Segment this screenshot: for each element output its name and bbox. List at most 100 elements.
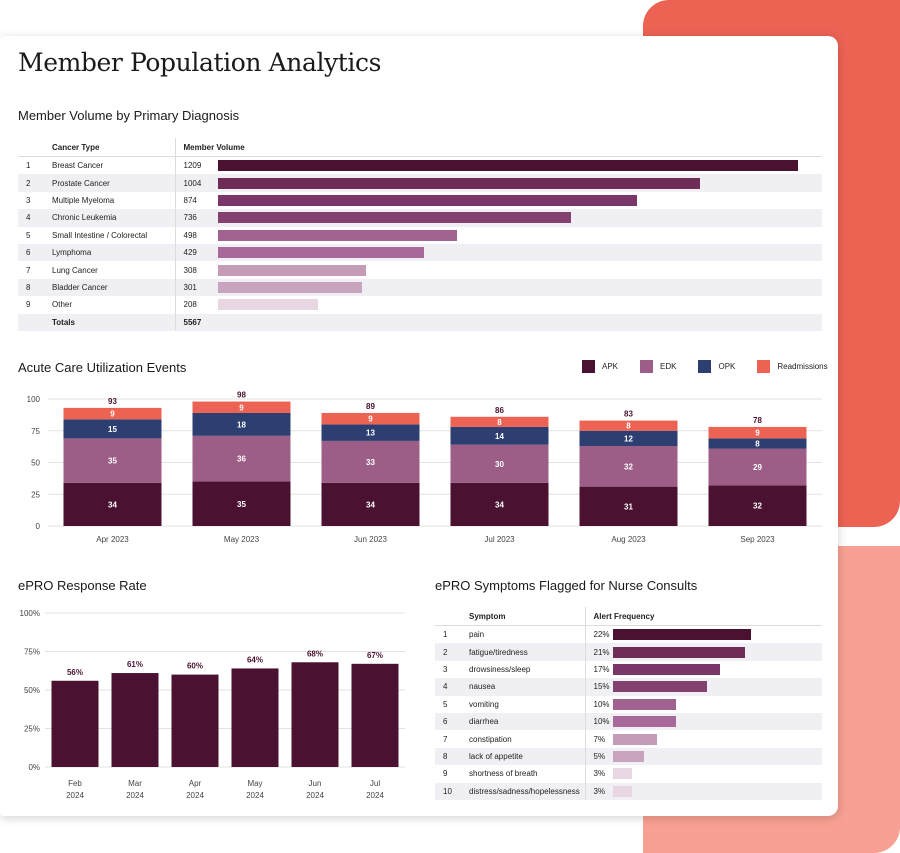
stack-segment-apk <box>708 485 807 526</box>
stack-segment-opk <box>708 438 807 449</box>
member-volume-title: Member Volume by Primary Diagnosis <box>18 108 240 123</box>
member-volume-bar-cell <box>218 157 822 175</box>
symptom-row: 5 vomiting 10% <box>435 695 822 713</box>
response-rate-bar <box>111 673 159 767</box>
segment-value-label: 32 <box>624 462 633 471</box>
x-tick-year: 2024 <box>306 791 324 800</box>
alert-frequency-bar <box>613 663 720 675</box>
stack-segment-edk <box>321 440 420 483</box>
stack-segment-opk <box>192 412 291 436</box>
member-volume-bar <box>218 299 318 311</box>
stack-segment-readmissions <box>708 426 807 439</box>
segment-value-label: 9 <box>110 410 115 419</box>
segment-value-label: 34 <box>366 500 375 509</box>
member-volume-bar <box>218 281 363 293</box>
member-volume-row: 4 Chronic Leukemia 736 <box>18 209 823 227</box>
member-volume-value: 429 <box>174 243 218 262</box>
total-value-label: 86 <box>495 406 504 415</box>
stack-segment-opk <box>63 419 162 439</box>
member-volume-bar-cell <box>218 174 823 192</box>
member-volume-bar-cell <box>218 296 822 313</box>
legend-opk: OPK <box>698 360 735 373</box>
y-tick-label: 100 <box>27 395 41 404</box>
y-tick-label: 0% <box>28 763 40 772</box>
x-tick-month: Feb <box>68 779 82 788</box>
legend-readmissions: Readmissions <box>757 360 828 373</box>
x-tick-year: 2024 <box>186 791 204 800</box>
cancer-type-cell: Lymphoma <box>44 243 175 262</box>
symptom-rank-header <box>435 607 461 626</box>
total-value-label: 93 <box>108 397 117 406</box>
member-volume-bar-cell <box>218 261 822 278</box>
member-volume-value: 208 <box>174 296 218 314</box>
segment-value-label: 8 <box>497 418 502 427</box>
cancer-type-cell: Small Intestine / Colorectal <box>52 230 148 240</box>
x-tick-month: May <box>247 779 262 788</box>
response-rate-bar <box>231 668 279 767</box>
alert-frequency-value: 17% <box>584 660 613 679</box>
segment-value-label: 36 <box>237 455 246 464</box>
stack-segment-opk <box>321 424 420 441</box>
alert-frequency-bar <box>613 785 632 797</box>
alert-frequency-bar-cell <box>613 661 822 678</box>
x-tick-label: May 2023 <box>224 535 260 544</box>
symptom-header: Symptom <box>461 607 585 626</box>
totals-rank <box>18 313 44 331</box>
segment-value-label: 9 <box>368 415 373 424</box>
stack-segment-readmissions <box>579 420 678 431</box>
segment-value-label: 33 <box>366 458 375 467</box>
member-volume-value: 308 <box>174 261 218 279</box>
response-rate-bar <box>291 662 339 767</box>
member-volume-header-row: Cancer Type Member Volume <box>18 138 823 157</box>
symptom-rank: 5 <box>443 699 448 709</box>
alert-frequency-bar <box>613 733 657 745</box>
symptom-cell: shortness of breath <box>469 769 538 779</box>
alert-frequency-value: 3% <box>584 765 613 783</box>
symptoms-title: ePRO Symptoms Flagged for Nurse Consults <box>435 578 698 593</box>
segment-value-label: 35 <box>108 457 117 466</box>
member-volume-header: Member Volume <box>174 138 823 157</box>
alert-frequency-bar <box>613 698 676 710</box>
member-volume-row: 6 Lymphoma 429 <box>18 243 823 262</box>
x-tick-label: Jul 2023 <box>484 535 515 544</box>
bar-value-label: 61% <box>127 660 143 669</box>
y-tick-label: 75% <box>24 648 40 657</box>
page-title: Member Population Analytics <box>18 48 382 77</box>
symptom-cell: diarrhea <box>461 712 585 731</box>
alert-frequency-bar-cell <box>613 765 822 782</box>
alert-frequency-value: 21% <box>584 643 613 661</box>
member-volume-bar-cell <box>218 192 822 209</box>
response-rate-bar <box>51 680 99 767</box>
x-tick-label: Sep 2023 <box>740 535 775 544</box>
alert-frequency-bar <box>613 750 645 762</box>
cancer-type-cell: Prostate Cancer <box>44 174 175 192</box>
x-tick-month: Jun <box>309 779 322 788</box>
bar-value-label: 60% <box>187 662 203 671</box>
alert-frequency-bar <box>613 768 632 780</box>
total-value-label: 83 <box>624 410 633 419</box>
segment-value-label: 29 <box>753 463 762 472</box>
segment-value-label: 8 <box>626 422 631 431</box>
epro-rate-chart: 0% 25% 50% 75% 100% 56% Feb 2024 61% Mar 2024 60% Ap… <box>20 609 405 800</box>
legend-label-readmissions: Readmissions <box>777 362 828 371</box>
member-volume-bar <box>218 194 638 206</box>
symptom-row: 2 fatigue/tiredness 21% <box>435 643 822 661</box>
alert-frequency-bar-cell <box>613 678 822 696</box>
segment-value-label: 34 <box>495 500 504 509</box>
total-value-label: 98 <box>237 391 246 400</box>
symptom-cell: drowsiness/sleep <box>469 664 531 674</box>
segment-value-label: 30 <box>495 460 504 469</box>
member-volume-value: 1004 <box>174 174 218 192</box>
cancer-type-cell: Other <box>52 300 73 310</box>
epro-rate-title: ePRO Response Rate <box>18 578 147 593</box>
acute-care-legend: APK EDK OPK Readmissions <box>582 360 828 373</box>
segment-value-label: 12 <box>624 434 633 443</box>
alert-frequency-value: 5% <box>584 747 613 766</box>
x-tick-month: Mar <box>128 779 142 788</box>
member-volume-row: 2 Prostate Cancer 1004 <box>18 174 823 192</box>
alert-frequency-bar <box>613 681 708 693</box>
alert-frequency-bar-cell <box>613 747 822 766</box>
symptom-rank: 8 <box>435 747 461 766</box>
stack-segment-apk <box>579 486 678 526</box>
totals-bar-cell <box>218 313 823 331</box>
